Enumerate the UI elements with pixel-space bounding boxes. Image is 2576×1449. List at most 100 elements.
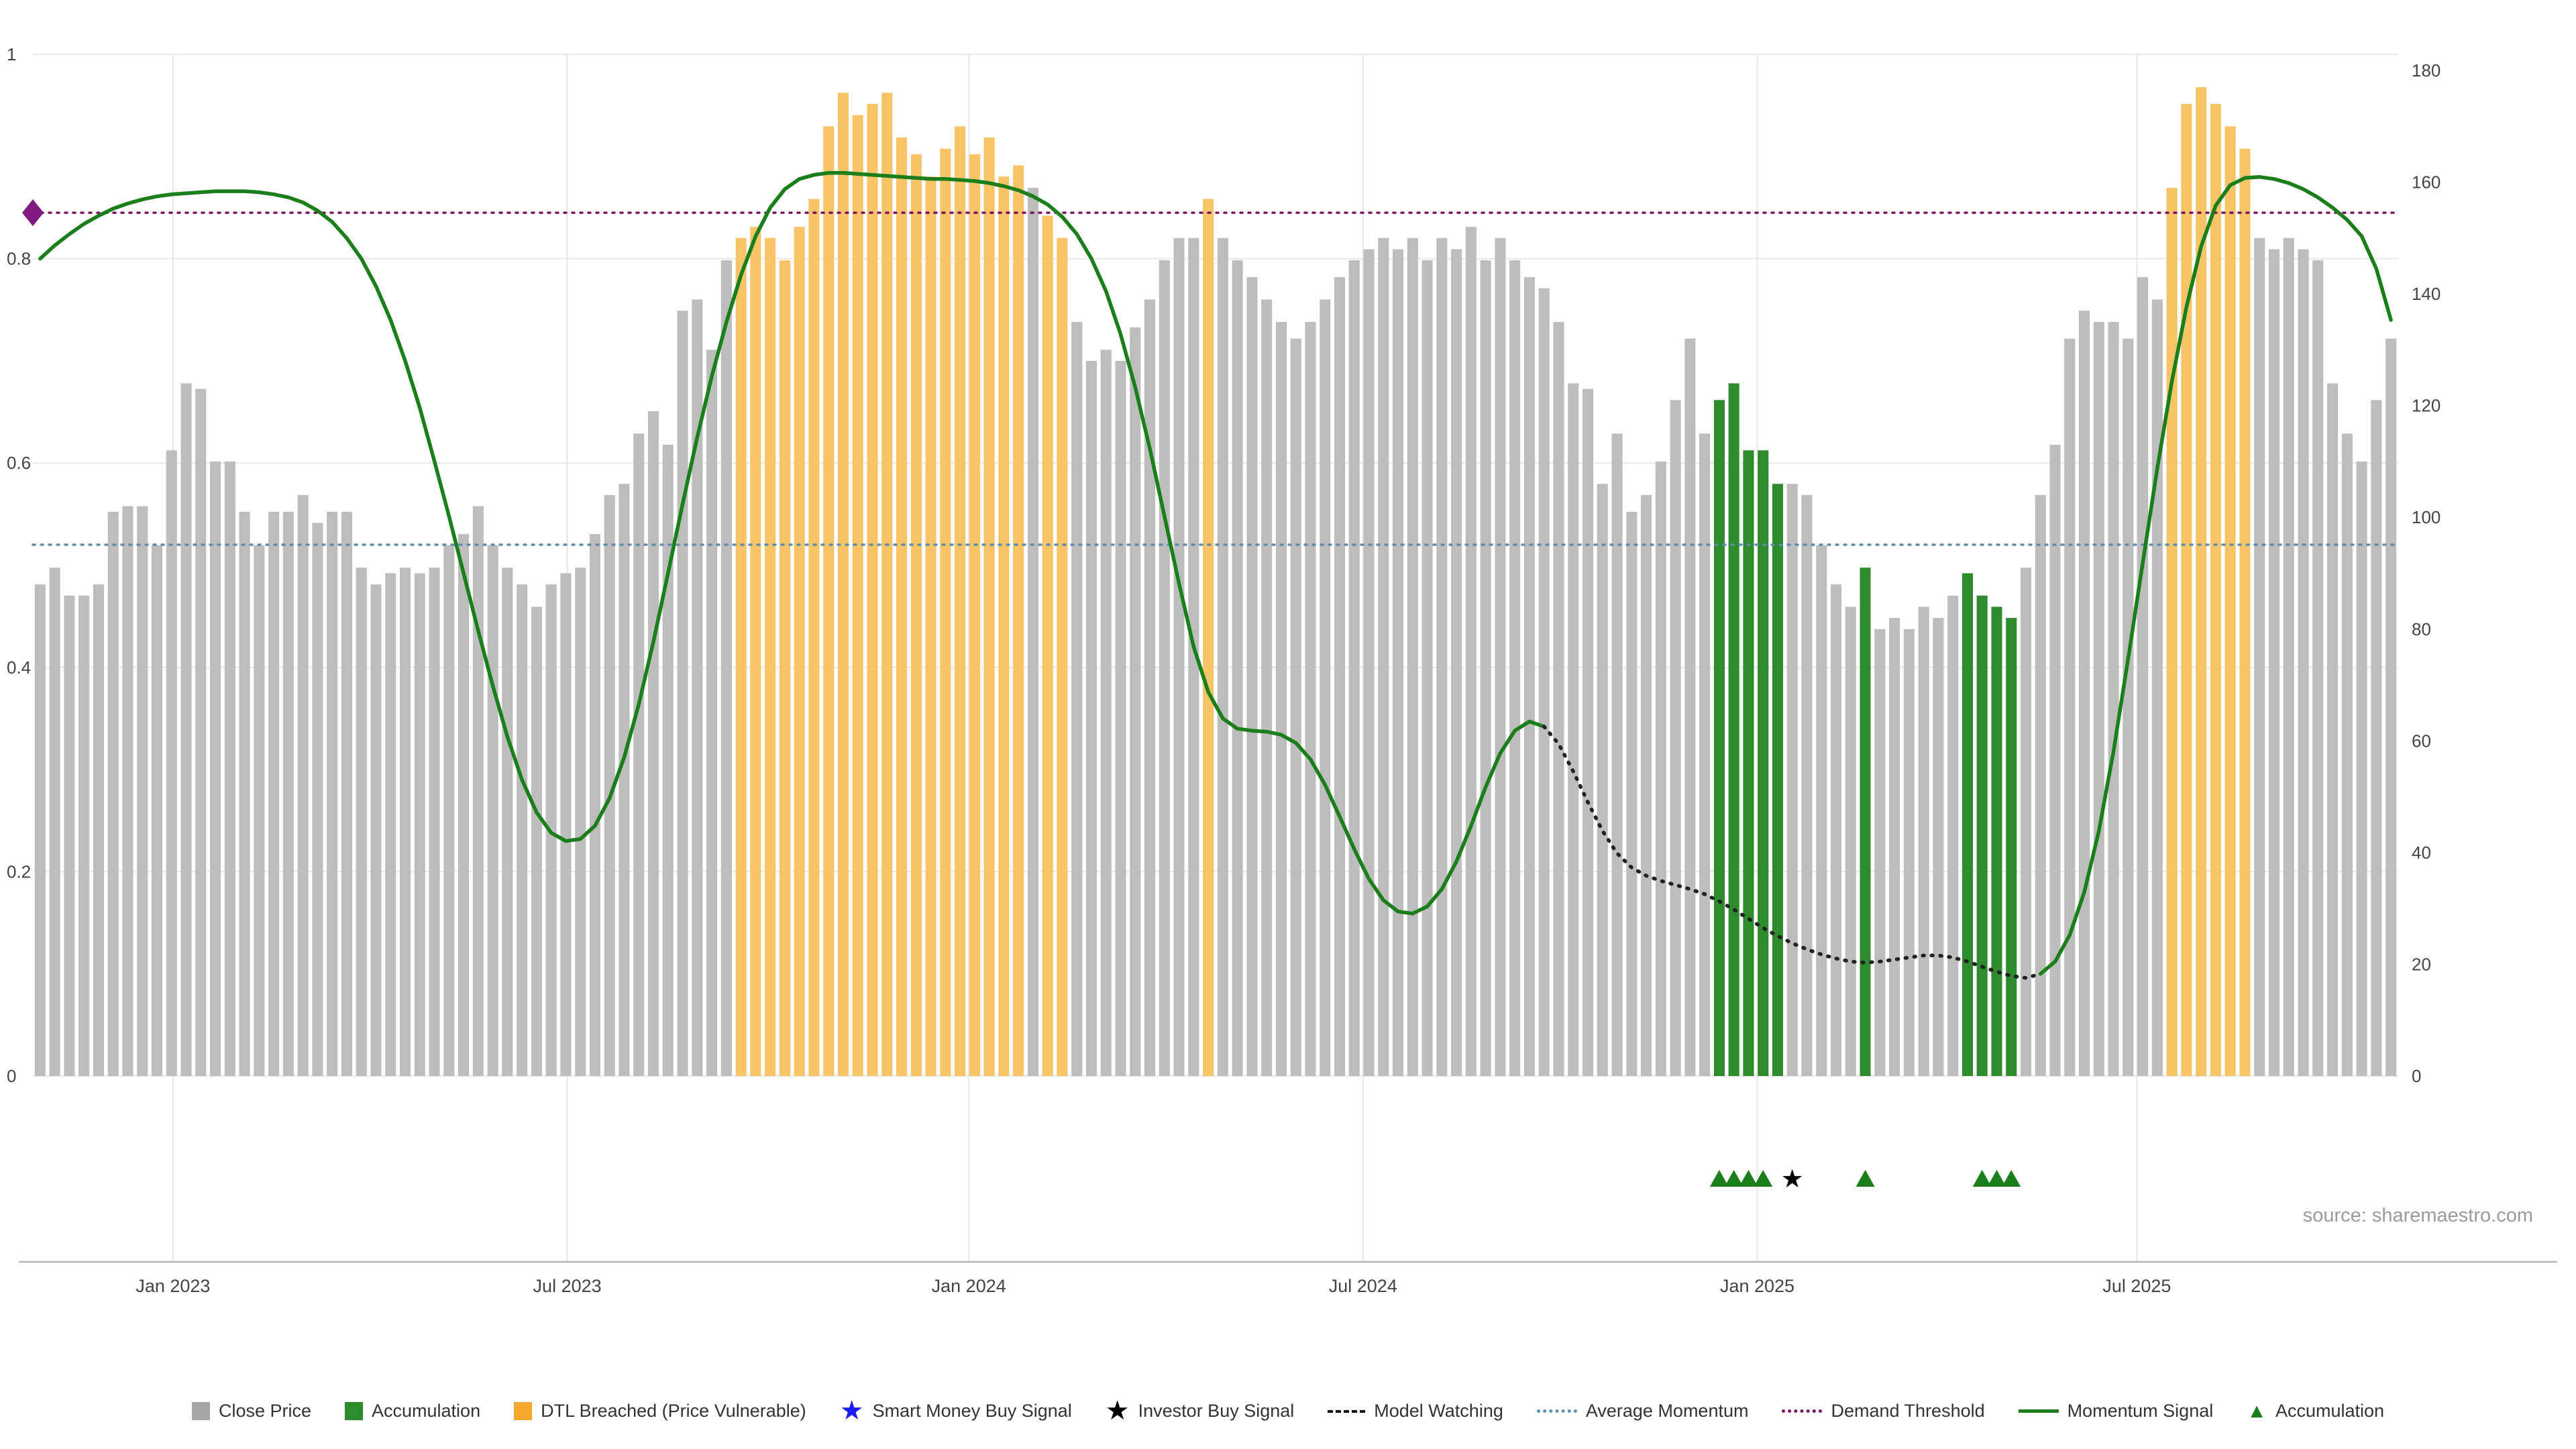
close-price-bar [2312, 260, 2324, 1077]
legend-label: Average Momentum [1585, 1401, 1749, 1421]
dtl-breached-bar [1042, 215, 1053, 1076]
dtl-breached-bar [837, 93, 849, 1076]
dtl-breached-bar [2224, 126, 2236, 1076]
close-price-bar [1831, 584, 1842, 1076]
dtl-breached-bar [867, 104, 878, 1076]
close-price-bar [64, 595, 75, 1076]
close-price-bar [78, 595, 90, 1076]
demand-threshold-line-icon [1782, 1409, 1823, 1413]
accumulation-triangle-marker [1856, 1170, 1875, 1187]
dtl-breached-bar [852, 115, 863, 1077]
close-price-bar [254, 545, 265, 1076]
close-price-bar [706, 350, 718, 1076]
right-axis-tick-label: 20 [2412, 954, 2431, 974]
close-price-bar [1626, 511, 1638, 1076]
close-price-bar [385, 573, 396, 1076]
close-price-bar [1641, 494, 1652, 1076]
dtl-breached-bar [823, 126, 835, 1076]
source-note: source: sharemaestro.com [2302, 1205, 2533, 1226]
right-axis-tick-label: 100 [2412, 507, 2440, 527]
accumulation-triangle-marker [1709, 1170, 1729, 1187]
legend-item-dtl-breached: DTL Breached (Price Vulnerable) [514, 1401, 806, 1421]
close-price-bar [1670, 400, 1681, 1076]
close-price-bar [487, 545, 498, 1076]
dtl-breached-bar [779, 260, 790, 1077]
accumulation-bar [1758, 450, 1769, 1076]
close-price-bar [1232, 260, 1243, 1077]
close-price-bar [2254, 237, 2265, 1076]
close-price-bar [1611, 433, 1623, 1076]
right-axis-tick-label: 120 [2412, 396, 2440, 416]
dtl-breached-bar [808, 199, 820, 1076]
close-price-bar [1261, 299, 1273, 1076]
close-price-bar [1407, 237, 1418, 1076]
dtl-breached-bar [925, 176, 936, 1077]
close-price-bar [1436, 237, 1448, 1076]
left-axis-tick-label: 0.2 [7, 861, 31, 881]
left-axis-tick-label: 0.4 [7, 657, 31, 678]
close-price-bar [356, 568, 367, 1076]
close-price-bar [2327, 383, 2339, 1076]
close-price-bar [282, 511, 294, 1076]
accumulation-triangle-marker [1987, 1170, 2006, 1187]
close-price-bar [1801, 494, 1813, 1076]
investor-buy-star-marker: ★ [1781, 1165, 1804, 1193]
horizontal-gridlines [33, 54, 2398, 1077]
close-price-bar [370, 584, 382, 1076]
close-price-bar [458, 534, 470, 1076]
close-price-bar [1144, 299, 1156, 1076]
close-price-bar [1465, 227, 1477, 1077]
accumulation-triangle-marker [1972, 1170, 1992, 1187]
close-price-bar [1523, 277, 1535, 1077]
close-price-bar [648, 411, 659, 1076]
close-price-bar [152, 545, 163, 1076]
close-price-bar [34, 584, 46, 1076]
close-price-bar [122, 506, 133, 1076]
dtl-breached-swatch [514, 1402, 533, 1420]
close-price-bar [1173, 237, 1185, 1076]
legend-item-smart-money: ★ Smart Money Buy Signal [840, 1397, 1072, 1424]
legend-item-accumulation-marker: ▲ Accumulation [2247, 1401, 2384, 1421]
close-price-bar [429, 568, 440, 1076]
close-price-bar [720, 260, 732, 1077]
right-axis-tick-label: 40 [2412, 843, 2431, 863]
close-price-swatch [191, 1402, 210, 1420]
close-price-bar [414, 573, 425, 1076]
close-price-bar [1027, 187, 1038, 1076]
dtl-breached-bar [955, 126, 966, 1076]
right-axis-tick-label: 180 [2412, 60, 2440, 80]
close-price-bar [1378, 237, 1389, 1076]
close-price-bar [268, 511, 280, 1076]
close-price-bar [166, 450, 177, 1076]
right-axis-tick-label: 140 [2412, 284, 2440, 304]
close-price-bar [2079, 311, 2090, 1077]
close-price-bar [2283, 237, 2294, 1076]
close-price-bar [1568, 383, 1579, 1076]
close-price-bar [1480, 260, 1491, 1077]
left-axis-tick-label: 0.6 [7, 453, 31, 473]
legend-item-model-watching: Model Watching [1328, 1401, 1503, 1421]
dtl-breached-bar [1013, 165, 1024, 1077]
close-price-bar [1159, 260, 1170, 1077]
price-momentum-chart: ★ 0 0.2 0.4 0.6 0.8 1 0 20 40 60 80 100 120 140 160 180 J… [7, 44, 2557, 1296]
close-price-bar [1115, 361, 1126, 1076]
chart-legend: Close Price Accumulation DTL Breached (P… [0, 1397, 2576, 1424]
close-price-bar [1845, 606, 1856, 1076]
close-price-bar [341, 511, 352, 1076]
close-price-bar [312, 523, 323, 1076]
dtl-breached-bar [2166, 187, 2178, 1076]
close-price-bar [2371, 400, 2382, 1076]
right-axis-tick-label: 0 [2412, 1066, 2421, 1086]
dtl-breached-bar [998, 176, 1010, 1077]
close-price-bar [1421, 260, 1433, 1077]
momentum-signal-line-icon [2018, 1409, 2059, 1413]
close-price-bar [1348, 260, 1360, 1077]
legend-item-accumulation-bar: Accumulation [345, 1401, 480, 1421]
close-price-bar [443, 545, 455, 1076]
close-price-bar [589, 534, 600, 1076]
close-price-bar [575, 568, 586, 1076]
x-axis-tick-label: Jul 2024 [1329, 1276, 1397, 1296]
close-price-bar [239, 511, 250, 1076]
close-price-bar [400, 568, 411, 1076]
